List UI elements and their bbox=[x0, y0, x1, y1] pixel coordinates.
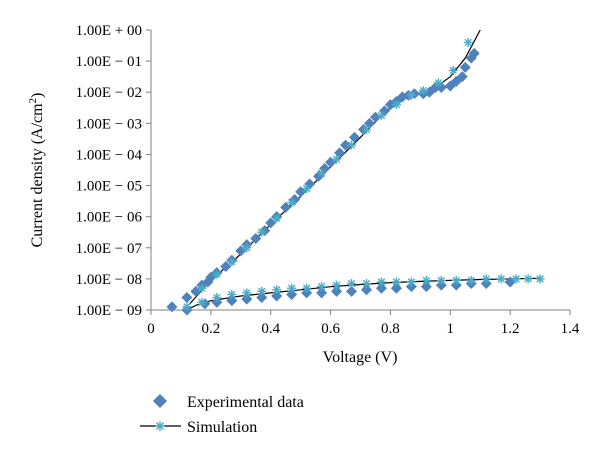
simulation-data-point bbox=[212, 293, 221, 302]
x-tick-label: 0.6 bbox=[321, 321, 340, 337]
simulation-data-point bbox=[257, 287, 266, 296]
experimental-data-point bbox=[349, 132, 360, 143]
y-axis-ticks: 1.00E + 00 1.00E − 01 1.00E − 02 1.00E − 03… bbox=[76, 23, 151, 319]
y-tick-label: 1.00E − 08 bbox=[76, 272, 142, 288]
simulation-data-point bbox=[302, 184, 311, 193]
simulation-data-point bbox=[512, 274, 521, 283]
simulation-data-point bbox=[497, 274, 506, 283]
y-axis-title-main: Current density (A/cm bbox=[29, 103, 46, 248]
experimental-data-point bbox=[280, 202, 291, 213]
y-tick-label: 1.00E − 04 bbox=[76, 147, 143, 163]
simulation-data-point bbox=[422, 276, 431, 285]
simulation-data-point bbox=[302, 284, 311, 293]
simulation-data-point bbox=[419, 86, 428, 95]
simulation-data-point bbox=[377, 278, 386, 287]
simulation-data-point bbox=[347, 141, 356, 150]
experimental-data-point bbox=[166, 301, 177, 312]
y-axis-title: Current density (A/cm2) bbox=[27, 93, 46, 248]
simulation-data-point bbox=[287, 284, 296, 293]
simulation-data-point bbox=[212, 270, 221, 279]
simulation-data-point bbox=[287, 198, 296, 207]
legend-label-simulation: Simulation bbox=[187, 419, 257, 436]
simulation-data-point bbox=[272, 285, 281, 294]
x-tick-label: 0.4 bbox=[261, 321, 280, 337]
simulation-data-point bbox=[362, 125, 371, 134]
x-tick-label: 1 bbox=[447, 321, 455, 337]
chart: 1.00E + 00 1.00E − 01 1.00E − 02 1.00E − 03… bbox=[0, 0, 600, 460]
simulation-data-point bbox=[449, 66, 458, 75]
legend-item-simulation: Simulation bbox=[140, 419, 257, 436]
simulation-data-point bbox=[332, 155, 341, 164]
simulation-data-point bbox=[227, 257, 236, 266]
simulation-data-point bbox=[317, 169, 326, 178]
x-tick-label: 1.2 bbox=[501, 321, 520, 337]
legend: Experimental data Simulation bbox=[140, 394, 304, 436]
simulation-data-point bbox=[392, 100, 401, 109]
y-tick-label: 1.00E + 00 bbox=[76, 23, 142, 39]
simulation-data-point bbox=[434, 78, 443, 87]
y-tick-label: 1.00E − 01 bbox=[76, 54, 142, 70]
simulation-data-point bbox=[536, 274, 545, 283]
simulation-data-point bbox=[272, 214, 281, 223]
simulation-data-point bbox=[257, 228, 266, 237]
simulation-data-point bbox=[377, 111, 386, 120]
x-tick-label: 1.4 bbox=[561, 321, 580, 337]
simulation-data-point bbox=[317, 282, 326, 291]
y-tick-label: 1.00E − 02 bbox=[76, 85, 142, 101]
simulation-data-point bbox=[332, 281, 341, 290]
simulation-data-point bbox=[464, 38, 473, 47]
simulation-data-point bbox=[242, 243, 251, 252]
simulation-data-point bbox=[182, 302, 191, 311]
simulation-points bbox=[182, 38, 544, 311]
y-tick-label: 1.00E − 06 bbox=[76, 210, 143, 226]
x-axis-ticks: 0 0.2 0.4 0.6 0.8 1 1.2 1.4 bbox=[147, 310, 580, 337]
simulation-data-point bbox=[392, 278, 401, 287]
y-tick-label: 1.00E − 05 bbox=[76, 179, 142, 195]
x-tick-label: 0 bbox=[147, 321, 155, 337]
y-axis-title-end: ) bbox=[29, 93, 46, 98]
simulation-data-point bbox=[452, 276, 461, 285]
simulation-data-point bbox=[362, 279, 371, 288]
x-axis-title: Voltage (V) bbox=[323, 349, 398, 366]
simulation-data-point bbox=[407, 278, 416, 287]
simulation-data-point bbox=[482, 274, 491, 283]
simulation-data-point bbox=[227, 290, 236, 299]
simulation-data-point bbox=[437, 276, 446, 285]
simulation-data-point bbox=[524, 274, 533, 283]
simulation-data-point bbox=[467, 276, 476, 285]
legend-diamond-marker bbox=[153, 394, 167, 408]
simulation-data-point bbox=[197, 298, 206, 307]
experimental-data-point bbox=[181, 292, 192, 303]
simulation-curve-upper bbox=[187, 30, 480, 307]
legend-label-experimental: Experimental data bbox=[187, 394, 304, 411]
simulation-data-point bbox=[347, 279, 356, 288]
legend-asterisk-marker bbox=[155, 421, 165, 431]
y-tick-label: 1.00E − 03 bbox=[76, 116, 142, 132]
y-tick-label: 1.00E − 09 bbox=[76, 303, 142, 319]
plot-area: 1.00E + 00 1.00E − 01 1.00E − 02 1.00E − 03… bbox=[76, 23, 580, 337]
legend-item-experimental: Experimental data bbox=[153, 394, 304, 411]
x-tick-label: 0.8 bbox=[381, 321, 400, 337]
simulation-data-point bbox=[197, 284, 206, 293]
simulation-data-point bbox=[407, 91, 416, 100]
simulation-data-point bbox=[242, 288, 251, 297]
x-tick-label: 0.2 bbox=[201, 321, 220, 337]
y-tick-label: 1.00E − 07 bbox=[76, 241, 143, 257]
